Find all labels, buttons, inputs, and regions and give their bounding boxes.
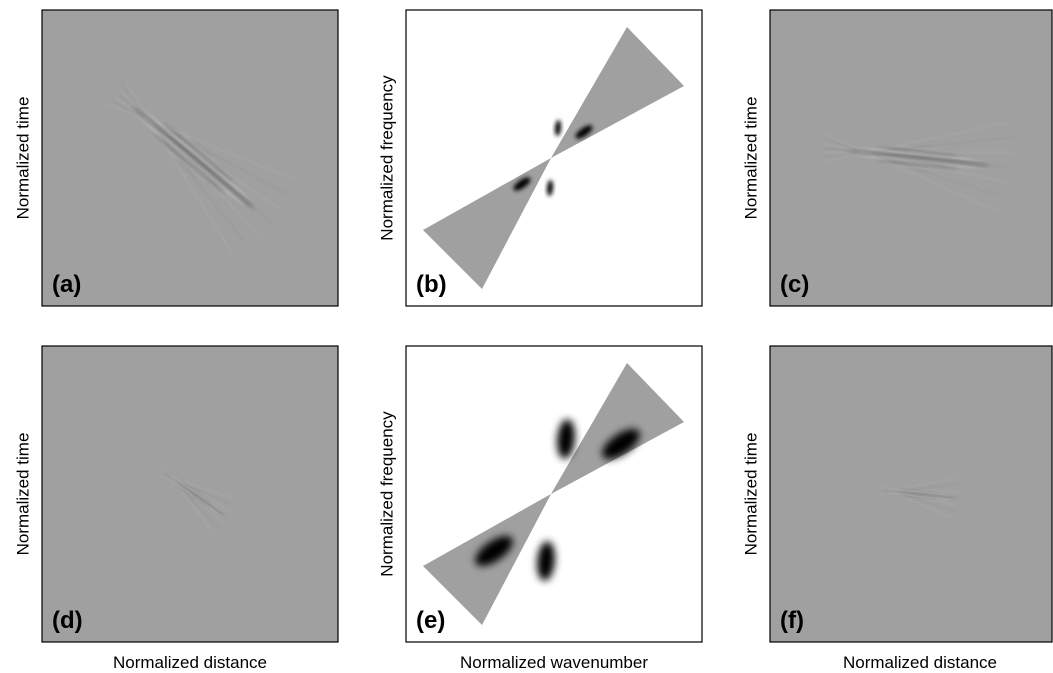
y-axis-label: Normalized frequency (377, 411, 396, 577)
panel-frame (770, 346, 1052, 642)
y-axis-label: Normalized time (741, 97, 760, 220)
wavelet-tail (823, 152, 1013, 153)
y-axis-label: Normalized time (13, 433, 32, 556)
panel: (e) Normalized frequency (377, 346, 702, 642)
panel: (f) Normalized time (741, 346, 1052, 642)
panel-label: (e) (416, 607, 445, 634)
x-axis-label: Normalized distance (113, 653, 267, 672)
panel: (c) Normalized time (741, 10, 1052, 306)
panel: (b) Normalized frequency (377, 10, 702, 306)
panel-label: (a) (52, 271, 81, 298)
panel-label: (b) (416, 271, 447, 298)
x-axis-label: Normalized wavenumber (460, 653, 648, 672)
figure: (a) Normalized time (b) Normalized frequenc… (0, 0, 1053, 673)
panel-label: (d) (52, 607, 83, 634)
panel-label: (c) (780, 271, 809, 298)
panels: (a) Normalized time (b) Normalized frequenc… (13, 10, 1052, 672)
y-axis-label: Normalized time (741, 433, 760, 556)
panel: (d) Normalized time (13, 346, 338, 642)
panel-frame (406, 10, 702, 306)
x-axis-label: Normalized distance (843, 653, 997, 672)
panel-frame (406, 346, 702, 642)
panel: (a) Normalized time (13, 10, 338, 306)
panel-label: (f) (780, 607, 804, 634)
y-axis-label: Normalized time (13, 97, 32, 220)
y-axis-label: Normalized frequency (377, 75, 396, 241)
